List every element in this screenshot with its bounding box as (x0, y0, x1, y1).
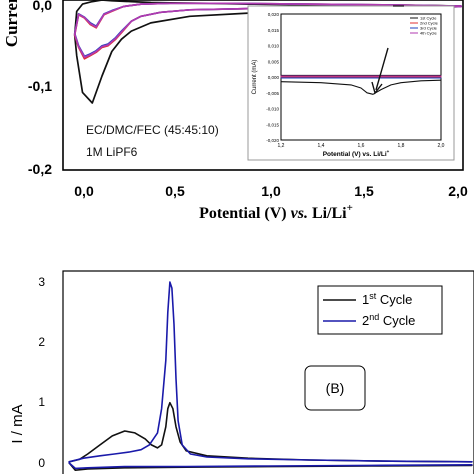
panel-b: I / mA 3 2 1 0 1st Cycle 2nd Cycle (B) (9, 270, 474, 474)
panel-b-y-ticks: 3 2 1 0 (38, 275, 45, 470)
inset-legend-label: 3rd Cycle (420, 26, 438, 31)
inset-xlabel-text: Potential (V) vs. Li/Li (323, 151, 387, 158)
inset-arrow-line (375, 47, 389, 91)
inset-xtick-label: 1,4 (318, 143, 325, 149)
legend-2nd-sup: nd (369, 312, 379, 322)
panel-a-ytick-label: -0,1 (28, 78, 52, 94)
inset-legend-label: 1st Cycle (420, 16, 437, 21)
inset-ytick-label: -0,010 (266, 107, 279, 112)
panel-a-series-line-4 (73, 2, 462, 59)
panel-b-legend-box (317, 285, 443, 335)
inset-xtick-label: 1,8 (398, 143, 405, 149)
inset-ylabel: Current (mA) (252, 60, 258, 95)
panel-a-xtick-label: 0,0 (74, 183, 94, 199)
panel-a-xlabel-sup: + (347, 202, 353, 214)
inset-xtick-label: 1,2 (278, 143, 285, 149)
inset-arrow-head (371, 81, 383, 95)
panel-b-label-box (304, 365, 366, 411)
inset-plot: 0,020 0,015 0,010 0,005 0,000 -0,005 -0,010 -0,… (247, 5, 455, 161)
legend-label-2nd-cycle: 2nd Cycle (362, 312, 415, 328)
legend-label-1st-cycle: 1st Cycle (362, 291, 412, 307)
electrolyte-annotation: EC/DMC/FEC (45:45:10) (86, 123, 219, 137)
inset-series (280, 74, 442, 95)
inset-ytick-label: 0,000 (268, 75, 280, 80)
inset-xlabel-sup: + (387, 149, 390, 154)
inset-xtick-label: 1,6 (358, 143, 365, 149)
inset-legend-label: 2nd Cycle (420, 21, 439, 26)
legend-1st-rest: Cycle (376, 292, 412, 307)
legend-1st-sup: st (369, 291, 377, 301)
inset-background (247, 5, 455, 161)
panel-a-y-ticks: 0,0 -0,1 -0,2 (28, 0, 52, 177)
panel-b-ytick-label: 3 (38, 275, 45, 289)
panel-a-x-ticks: 0,0 0,5 1,0 1,5 2,0 (74, 183, 468, 199)
panel-a-xtick-label: 1,0 (261, 183, 281, 199)
panel-b-ytick-label: 0 (38, 456, 45, 470)
panel-a-xlabel-main: Potential (V) (199, 205, 291, 222)
panel-a-xlabel-ref: Li/Li (308, 205, 347, 222)
panel-a-ytick-label: -0,2 (28, 161, 52, 177)
panel-a-xtick-label: 0,5 (165, 183, 185, 199)
inset-ytick-label: 0,005 (268, 59, 280, 64)
inset-series-line-1 (280, 79, 442, 95)
inset-ytick-label: 0,020 (268, 12, 280, 17)
panel-b-ytick-label: 1 (38, 395, 45, 409)
panel-a-xtick-label: 2,0 (448, 183, 468, 199)
panel-a: Current 0,0 -0,1 -0,2 0,0 0,5 1,0 1,5 2,… (2, 0, 468, 222)
panel-b-ytick-label: 2 (38, 335, 45, 349)
panel-b-label: (B) (326, 380, 345, 396)
legend-1st-num: 1 (362, 292, 369, 307)
inset-xtick-label: 2,0 (438, 143, 445, 149)
panel-a-xlabel: Potential (V) vs. Li/Li+ (199, 202, 353, 222)
panel-a-xtick-label: 1,5 (354, 183, 374, 199)
panel-a-ylabel: Current (2, 0, 21, 47)
panel-a-series (73, 0, 462, 104)
inset-legend-label: 4th Cycle (420, 31, 437, 36)
inset-ytick-label: -0,005 (266, 91, 279, 96)
panel-a-xlabel-vs: vs. (291, 205, 308, 222)
inset-ytick-label: 0,015 (268, 28, 280, 33)
inset-xlabel: Potential (V) vs. Li/Li+ (323, 149, 390, 158)
inset-ytick-label: -0,015 (266, 122, 279, 127)
inset-y-ticks: 0,020 0,015 0,010 0,005 0,000 -0,005 -0,010 -0,… (266, 12, 279, 143)
inset-ytick-label: -0,020 (266, 138, 279, 143)
panel-b-series-line-1 (68, 401, 473, 463)
legend-2nd-rest: Cycle (379, 313, 415, 328)
legend-2nd-num: 2 (362, 313, 369, 328)
panel-b-series-line-3 (68, 281, 473, 463)
panel-b-ylabel: I / mA (9, 404, 26, 443)
panel-a-ytick-label: 0,0 (33, 0, 53, 13)
panel-b-legend: 1st Cycle 2nd Cycle (317, 285, 443, 335)
inset-x-ticks: 1,2 1,4 1,6 1,8 2,0 (278, 143, 445, 149)
panel-b-series (68, 281, 473, 472)
inset-ytick-label: 0,010 (268, 44, 280, 49)
panel-b-series-line-4 (68, 462, 473, 470)
salt-annotation: 1M LiPF6 (86, 145, 138, 159)
